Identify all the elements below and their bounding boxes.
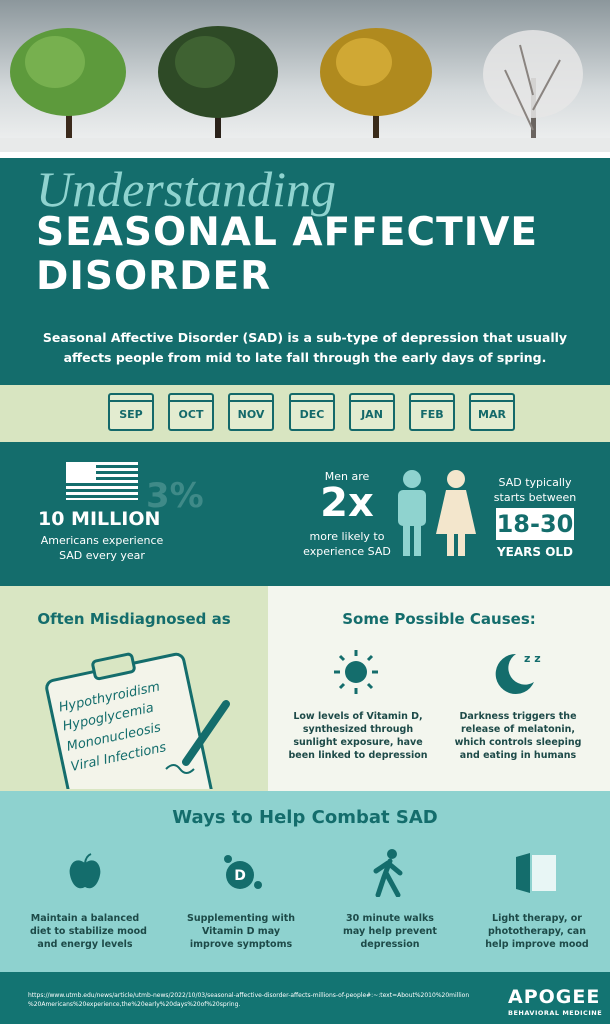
way-line: Maintain a balanced <box>30 913 140 924</box>
cause-line: which controls sleeping <box>454 737 582 748</box>
moon-icon: z z <box>495 652 541 694</box>
age-range: 18-30 <box>496 508 574 540</box>
logo-subtitle: BEHAVIORAL MEDICINE <box>508 1009 603 1017</box>
overlay-percent: 3% <box>146 476 204 516</box>
people-icon <box>398 470 476 556</box>
vitamin-icon: D <box>224 855 262 889</box>
way-line: may help prevent <box>343 926 437 937</box>
svg-text:z z: z z <box>524 652 541 665</box>
header: Understanding SEASONAL AFFECTIVE DISORDE… <box>0 158 610 385</box>
way-line: Supplementing with <box>186 913 296 924</box>
script-title: Understanding <box>36 161 336 217</box>
cause-line: been linked to depression <box>288 750 428 761</box>
footer: https://www.utmb.edu/news/article/utmb-n… <box>0 972 610 1024</box>
source-line: https://www.utmb.edu/news/article/utmb-n… <box>28 992 470 999</box>
ways: Ways to Help Combat SAD D Maintain a bal… <box>0 791 610 972</box>
way-line: depression <box>360 939 420 950</box>
stats: 3% 10 MILLION Americans experience SAD e… <box>0 442 610 586</box>
light-therapy-icon <box>516 853 556 893</box>
walking-icon <box>373 849 403 897</box>
way-line: 30 minute walks <box>346 913 434 924</box>
causes: Some Possible Causes: z z Low levels of … <box>268 586 610 791</box>
svg-text:D: D <box>234 868 246 884</box>
stat-number: 10 MILLION <box>38 508 161 530</box>
month: SEP <box>108 393 154 431</box>
stat-number: 2x <box>320 480 374 526</box>
month: NOV <box>228 393 274 431</box>
cause-line: synthesized through <box>302 724 414 735</box>
way-line: help improve mood <box>485 939 589 950</box>
stat-unit: YEARS OLD <box>496 545 574 559</box>
cause-line: release of melatonin, <box>460 724 576 735</box>
trees-banner <box>0 0 610 152</box>
way-line: Vitamin D may <box>201 926 281 937</box>
way-line: improve symptoms <box>189 939 293 950</box>
way-line: diet to stabilize mood <box>30 926 147 937</box>
way-line: and energy levels <box>37 939 133 950</box>
tree-winter <box>483 30 583 138</box>
intro-line: Seasonal Affective Disorder (SAD) is a s… <box>42 330 568 345</box>
us-flag <box>66 462 138 500</box>
clipboard-icon <box>45 652 230 789</box>
month: JAN <box>349 393 395 431</box>
section-title: Some Possible Causes: <box>342 610 536 628</box>
stat-caption: Americans experience <box>40 534 164 547</box>
stat-caption: SAD every year <box>59 549 145 562</box>
apple-icon <box>69 853 101 889</box>
cause-line: Low levels of Vitamin D, <box>293 711 423 722</box>
title-line: DISORDER <box>36 254 272 299</box>
misdiagnosed: Often Misdiagnosed as Hypothyroidism Hyp… <box>0 586 268 791</box>
logo: APOGEE <box>508 986 601 1008</box>
tree-summer <box>10 28 126 138</box>
stat-caption: experience SAD <box>303 545 391 558</box>
month: MAR <box>469 393 515 431</box>
intro-line: affects people from mid to late fall thr… <box>63 350 547 365</box>
stat-label: SAD typically <box>498 476 572 489</box>
section-title: Ways to Help Combat SAD <box>172 807 438 828</box>
tree-autumn <box>320 28 432 138</box>
tree-dark <box>158 26 278 138</box>
month: OCT <box>168 393 214 431</box>
cause-line: sunlight exposure, have <box>293 737 423 748</box>
section-title: Often Misdiagnosed as <box>37 610 231 628</box>
stat-label: Men are <box>324 470 370 483</box>
month: DEC <box>289 393 335 431</box>
separator <box>0 152 610 158</box>
title-line: SEASONAL AFFECTIVE <box>36 210 539 255</box>
cause-line: Darkness triggers the <box>459 711 577 722</box>
stat-caption: more likely to <box>309 530 385 543</box>
cause-line: and eating in humans <box>459 750 577 761</box>
way-line: Light therapy, or <box>492 913 582 924</box>
source-line: %20Americans%20experience,the%20early%20… <box>28 1001 241 1008</box>
way-line: phototherapy, can <box>488 926 586 937</box>
stat-label: starts between <box>493 491 577 504</box>
sun-icon <box>334 650 378 694</box>
month: FEB <box>409 393 455 431</box>
